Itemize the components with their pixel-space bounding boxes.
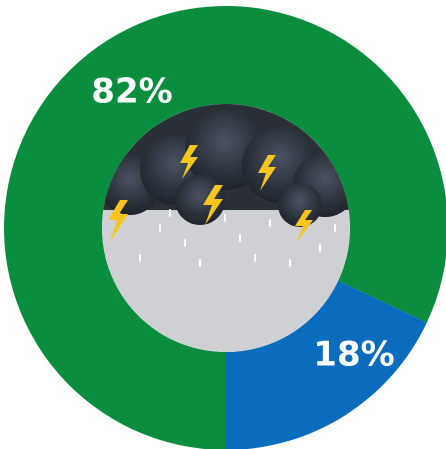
donut-slice [226, 280, 427, 449]
donut [4, 6, 446, 449]
donut-slice [4, 6, 446, 449]
value-label: 18% [313, 335, 394, 375]
value-label: 82% [91, 72, 172, 112]
storm-illustration [102, 104, 350, 352]
